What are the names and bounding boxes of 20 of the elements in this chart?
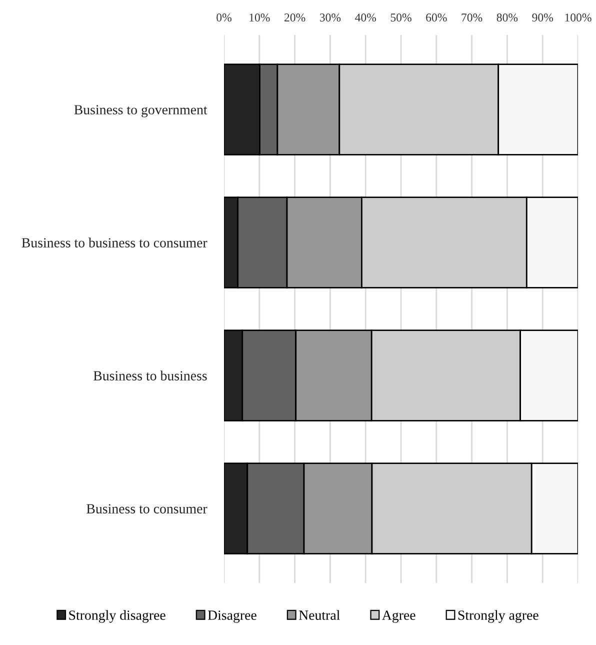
y-tick-label: Business to business to consumer: [22, 238, 208, 248]
legend-label: Strongly agree: [458, 610, 538, 623]
x-tick-label: 70%: [462, 14, 482, 22]
legend-label: Neutral: [298, 610, 340, 620]
x-tick-label: 100%: [565, 14, 592, 22]
x-tick-label: 30%: [320, 14, 341, 22]
y-tick-label: Business to consumer: [86, 504, 208, 514]
x-tick-label: 60%: [426, 14, 447, 22]
x-tick-label: 80%: [496, 14, 518, 22]
x-tick-label: 0%: [216, 14, 232, 22]
x-tick-label: 40%: [355, 14, 376, 22]
legend-label: Strongly disagree: [69, 610, 166, 623]
y-tick-label: Business to government: [74, 105, 208, 118]
x-tick-label: 10%: [250, 14, 270, 22]
x-tick-label: 90%: [532, 14, 554, 22]
legend-label: Agree: [382, 610, 416, 623]
y-tick-label: Business to business: [94, 370, 207, 380]
legend-label: Disagree: [208, 610, 256, 623]
x-tick-label: 50%: [390, 14, 412, 22]
x-tick-label: 20%: [284, 14, 306, 22]
